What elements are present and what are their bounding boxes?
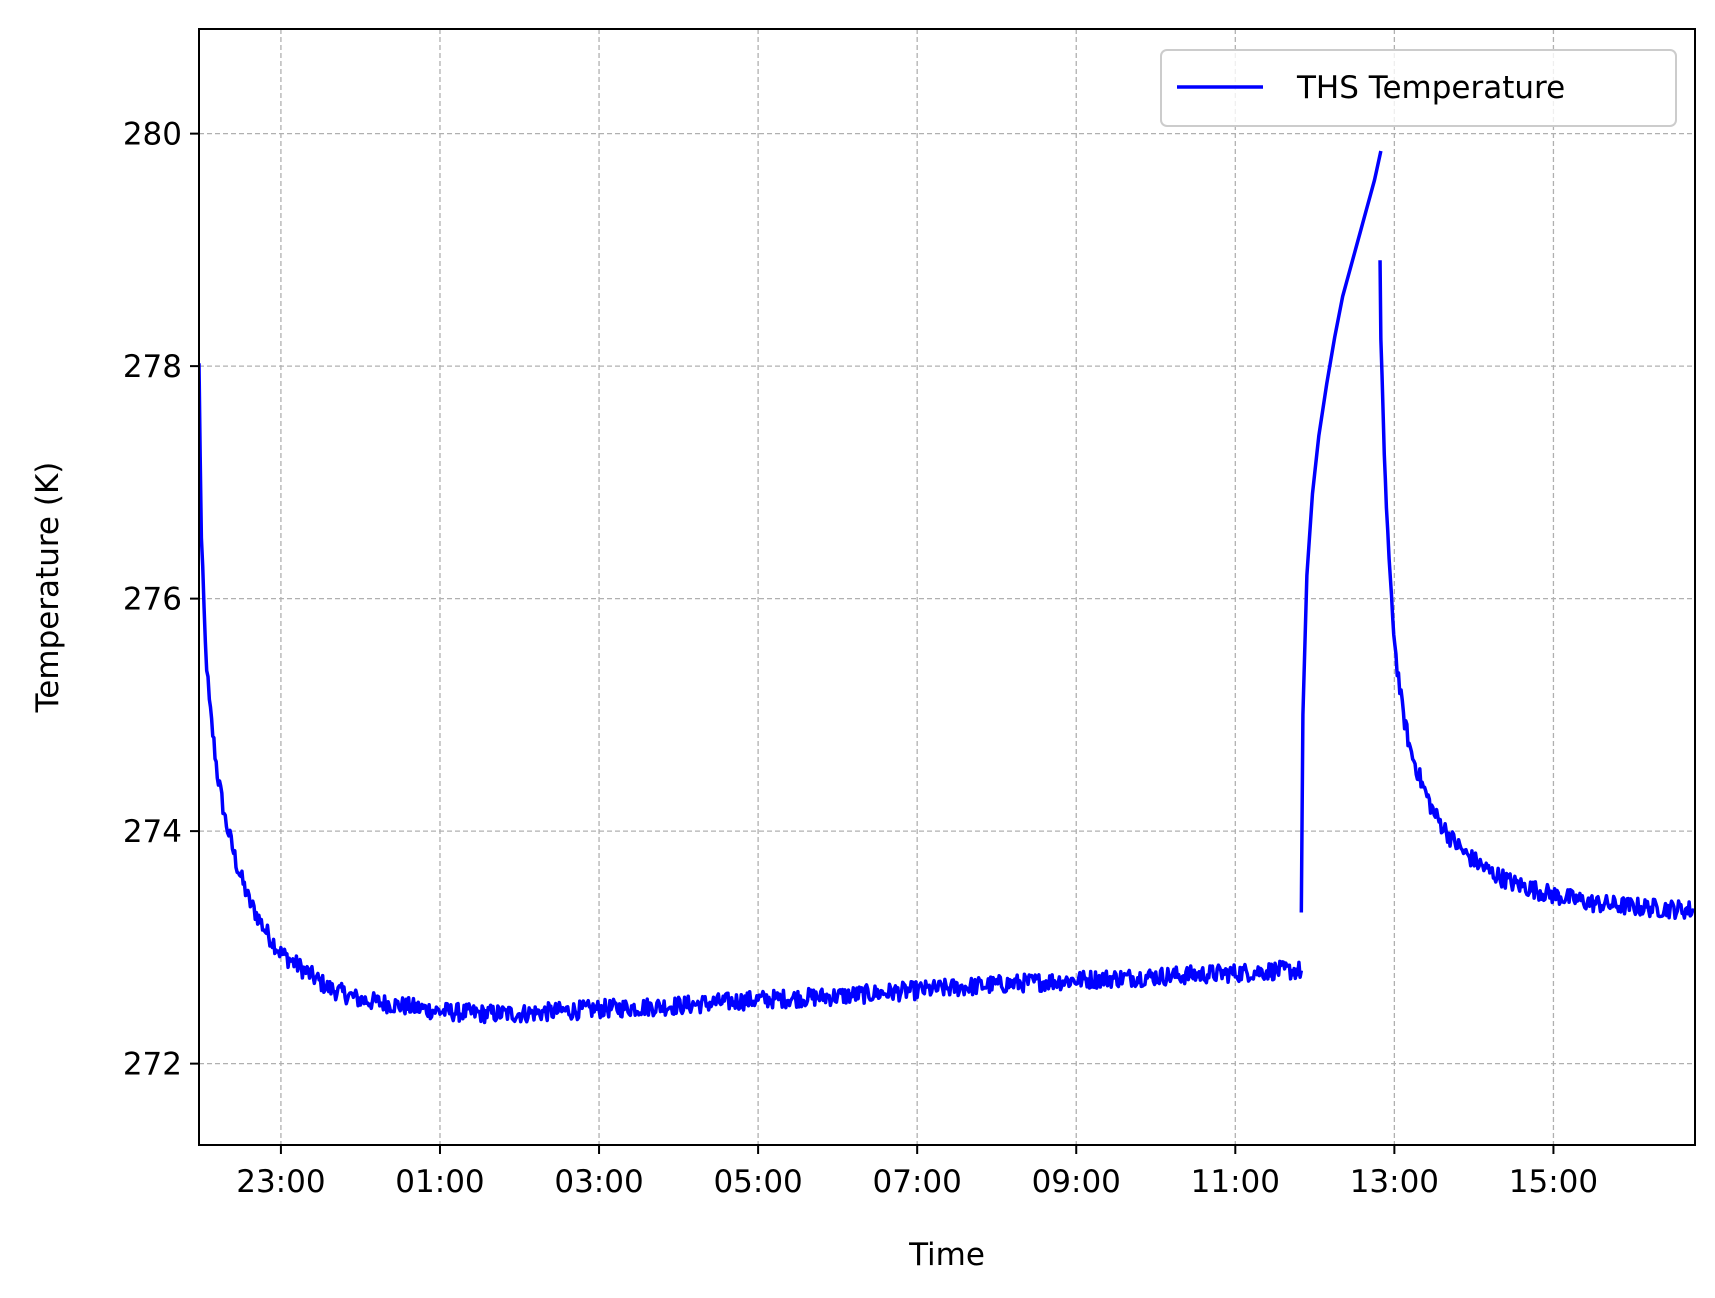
x-tick-label: 03:00 [554, 1164, 643, 1200]
y-tick-label: 280 [123, 117, 182, 153]
series-layer [199, 150, 1695, 1025]
x-axis-title: Time [908, 1237, 985, 1273]
y-axis-title: Temperature (K) [30, 462, 66, 714]
y-tick-label: 272 [123, 1047, 182, 1083]
y-tick-label: 274 [123, 814, 182, 850]
legend: THS Temperature [1160, 49, 1677, 127]
series-line-segment [1378, 260, 1695, 921]
y-tick-label: 276 [123, 582, 182, 618]
x-tick-label: 23:00 [236, 1164, 325, 1200]
x-tick-label: 09:00 [1032, 1164, 1121, 1200]
legend-box [1160, 49, 1677, 127]
y-tick-label: 278 [123, 349, 182, 385]
series-line-segment [1299, 150, 1383, 913]
x-tick-label: 11:00 [1191, 1164, 1280, 1200]
x-tick-label: 05:00 [713, 1164, 802, 1200]
grid-lines [199, 29, 1695, 1145]
x-tick-label: 01:00 [395, 1164, 484, 1200]
series-line-segment [199, 363, 1304, 1025]
legend-label: THS Temperature [1296, 70, 1565, 106]
x-tick-label: 07:00 [873, 1164, 962, 1200]
x-tick-label: 13:00 [1350, 1164, 1439, 1200]
axis-ticks: 23:00 01:00 03:00 05:00 07:00 09:00 11:00 13:00… [123, 117, 1598, 1200]
x-tick-label: 15:00 [1509, 1164, 1598, 1200]
plot-frame [198, 28, 1696, 1146]
